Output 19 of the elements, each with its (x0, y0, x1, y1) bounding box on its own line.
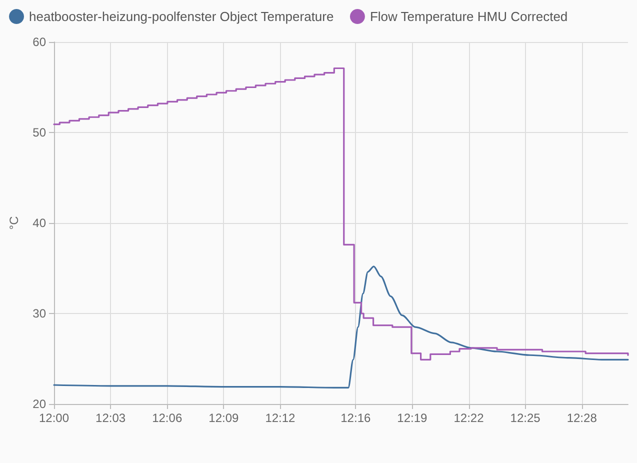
y-axis-title: °C (7, 216, 21, 230)
y-tick-label: 60 (32, 35, 46, 49)
legend-label: Flow Temperature HMU Corrected (370, 9, 568, 24)
x-tick-label: 12:28 (566, 411, 598, 425)
line-series (53, 266, 629, 389)
x-tick-label: 12:12 (265, 411, 296, 425)
x-tick-label: 12:16 (340, 411, 371, 425)
x-tick-label: 12:03 (96, 411, 126, 425)
y-tick-label: 30 (32, 306, 46, 320)
y-tick-label: 20 (32, 397, 46, 411)
x-tick-label: 12:22 (454, 411, 484, 425)
y-tick-label: 40 (32, 216, 46, 230)
legend-label: heatbooster-heizung-poolfenster Object Temperature (29, 9, 334, 24)
x-tick-label: 12:19 (397, 411, 428, 425)
x-tick-label: 12:06 (152, 411, 182, 425)
y-tick-label: 50 (32, 126, 46, 140)
x-tick-label: 12:25 (510, 411, 541, 425)
x-tick-label: 12:09 (208, 411, 239, 425)
x-tick-label: 12:00 (38, 411, 70, 425)
